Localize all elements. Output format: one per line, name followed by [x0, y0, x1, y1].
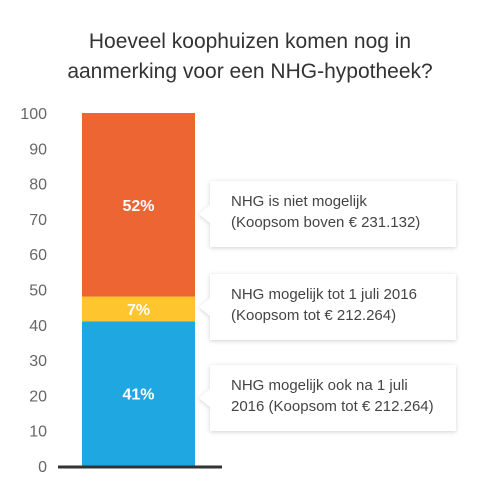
y-tick-label: 60 — [29, 247, 47, 264]
chart-title-line-2: aanmerking voor een NHG-hypotheek? — [67, 60, 432, 83]
callouts: NHG mogelijk ook na 1 juli 2016 (Koopsom … — [199, 181, 456, 431]
stacked-bar: 41% 7% 52% — [82, 113, 195, 466]
callout-1 — [199, 274, 456, 340]
callout-2 — [199, 181, 456, 247]
y-tick-label: 40 — [29, 318, 47, 335]
y-tick-label: 0 — [38, 459, 47, 476]
callout-text-line: (Koopsom tot € 212.264) — [231, 307, 396, 324]
bar-segment-label-1: 7% — [127, 302, 150, 319]
bar-segment-1 — [82, 296, 195, 322]
callout-text-line: NHG is niet mogelijk — [231, 193, 367, 210]
callout-0 — [199, 365, 456, 431]
y-tick-label: 100 — [20, 106, 47, 123]
callout-box — [199, 365, 456, 431]
callout-box — [199, 274, 456, 340]
callout-text-line: NHG mogelijk tot 1 juli 2016 — [231, 286, 417, 303]
y-tick-label: 70 — [29, 212, 47, 229]
y-tick-label: 10 — [29, 424, 47, 441]
callout-text-line: NHG mogelijk ook na 1 juli — [231, 377, 408, 394]
callout-box — [199, 181, 456, 247]
chart-title-line-1: Hoeveel koophuizen komen nog in — [89, 30, 411, 53]
y-tick-label: 50 — [29, 283, 47, 300]
bar-segment-2 — [82, 113, 195, 297]
bar-segment-0 — [82, 321, 195, 466]
callout-text-line: 2016 (Koopsom tot € 212.264) — [231, 398, 434, 415]
y-tick-label: 20 — [29, 388, 47, 405]
y-tick-label: 80 — [29, 177, 47, 194]
bar-segment-label-2: 52% — [122, 198, 154, 215]
y-axis: 0 10 20 30 40 50 60 70 80 90 100 — [20, 106, 47, 476]
bar-segment-label-0: 41% — [122, 387, 154, 404]
y-tick-label: 90 — [29, 141, 47, 158]
y-tick-label: 30 — [29, 353, 47, 370]
callout-text-line: (Koopsom boven € 231.132) — [231, 214, 420, 231]
